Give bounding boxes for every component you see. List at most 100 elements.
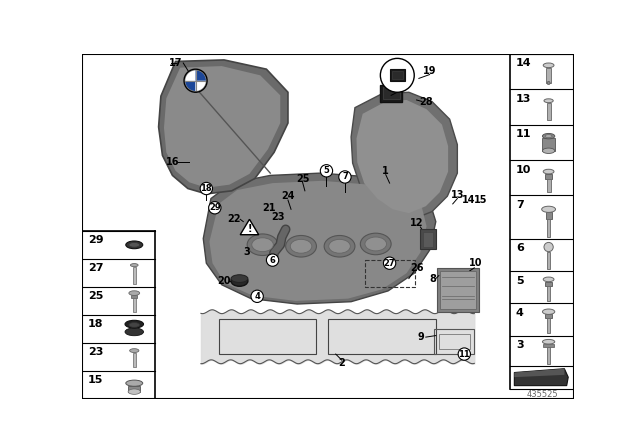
Bar (547, 347, 550, 364)
Text: 14: 14 (516, 58, 531, 69)
Bar (390, 69, 405, 82)
Text: 10: 10 (469, 258, 483, 268)
Text: 15: 15 (474, 195, 487, 205)
Circle shape (544, 242, 553, 252)
Bar (547, 178, 550, 192)
Ellipse shape (125, 328, 143, 336)
Text: 4: 4 (516, 308, 524, 318)
Ellipse shape (547, 82, 550, 85)
Text: 14: 14 (462, 195, 476, 205)
Circle shape (184, 69, 207, 92)
Text: 25: 25 (88, 291, 103, 301)
Ellipse shape (543, 169, 554, 174)
Bar (365, 260, 415, 287)
Ellipse shape (125, 320, 143, 328)
Bar (439, 334, 470, 349)
Text: 7: 7 (516, 200, 524, 210)
Text: 11: 11 (458, 349, 470, 358)
Text: 5: 5 (324, 166, 330, 175)
Ellipse shape (543, 134, 555, 139)
Ellipse shape (129, 242, 140, 247)
Bar (543, 138, 555, 151)
Bar (545, 212, 552, 219)
Polygon shape (204, 173, 436, 304)
Bar (392, 72, 403, 79)
Ellipse shape (130, 349, 139, 353)
Text: 21: 21 (262, 203, 275, 213)
Ellipse shape (324, 236, 355, 257)
Text: 12: 12 (410, 218, 423, 228)
Ellipse shape (231, 276, 248, 286)
Bar (440, 271, 476, 310)
Text: 3: 3 (516, 340, 524, 350)
Bar (132, 298, 136, 312)
Text: 6: 6 (516, 243, 524, 253)
Ellipse shape (129, 323, 140, 327)
Circle shape (209, 202, 221, 214)
Bar (547, 219, 550, 237)
Ellipse shape (543, 277, 554, 282)
Bar (131, 295, 138, 298)
Wedge shape (185, 70, 196, 81)
Circle shape (380, 58, 414, 92)
Bar (545, 282, 552, 285)
Text: 13: 13 (516, 94, 531, 104)
Text: 15: 15 (88, 375, 103, 384)
Text: 1: 1 (382, 166, 389, 176)
Text: 9: 9 (417, 332, 424, 342)
Bar (380, 85, 402, 102)
Bar (128, 386, 140, 392)
Bar (328, 319, 436, 354)
Bar (437, 268, 479, 313)
Text: 19: 19 (423, 66, 436, 76)
Polygon shape (159, 60, 288, 194)
Ellipse shape (128, 389, 140, 394)
Circle shape (458, 348, 470, 360)
Ellipse shape (543, 148, 555, 154)
Ellipse shape (231, 275, 248, 282)
Text: 26: 26 (410, 263, 423, 273)
Ellipse shape (329, 239, 350, 253)
Ellipse shape (126, 241, 143, 249)
Bar (547, 103, 550, 120)
Wedge shape (185, 81, 196, 91)
Bar (435, 329, 474, 354)
Bar (383, 87, 399, 99)
Ellipse shape (360, 233, 391, 255)
Bar (547, 68, 551, 83)
Text: 8: 8 (429, 274, 436, 284)
Text: 3: 3 (244, 247, 250, 258)
Ellipse shape (247, 234, 278, 255)
Text: 16: 16 (166, 156, 179, 167)
Text: 18: 18 (88, 319, 103, 329)
Polygon shape (209, 181, 427, 301)
Text: 10: 10 (516, 165, 531, 175)
Circle shape (320, 165, 333, 177)
Text: 27: 27 (384, 258, 396, 268)
Text: 4: 4 (254, 292, 260, 301)
Bar (545, 314, 552, 318)
Text: 22: 22 (227, 214, 241, 224)
Circle shape (339, 171, 351, 183)
Polygon shape (164, 66, 280, 188)
Ellipse shape (544, 99, 553, 103)
Text: 11: 11 (516, 129, 531, 139)
Bar (132, 353, 136, 367)
Text: !: ! (247, 224, 252, 233)
Ellipse shape (291, 239, 312, 253)
Ellipse shape (131, 263, 138, 267)
Bar (547, 285, 550, 301)
Ellipse shape (252, 238, 273, 252)
Circle shape (251, 290, 263, 302)
Ellipse shape (545, 134, 552, 138)
Text: 24: 24 (281, 191, 294, 201)
Text: 25: 25 (296, 173, 309, 184)
Text: 7: 7 (342, 172, 348, 181)
Text: 20: 20 (218, 276, 231, 286)
Circle shape (200, 182, 212, 195)
Polygon shape (240, 220, 259, 235)
Ellipse shape (541, 206, 556, 212)
Ellipse shape (126, 380, 143, 386)
Text: 23: 23 (88, 347, 103, 357)
Text: 27: 27 (88, 263, 103, 273)
